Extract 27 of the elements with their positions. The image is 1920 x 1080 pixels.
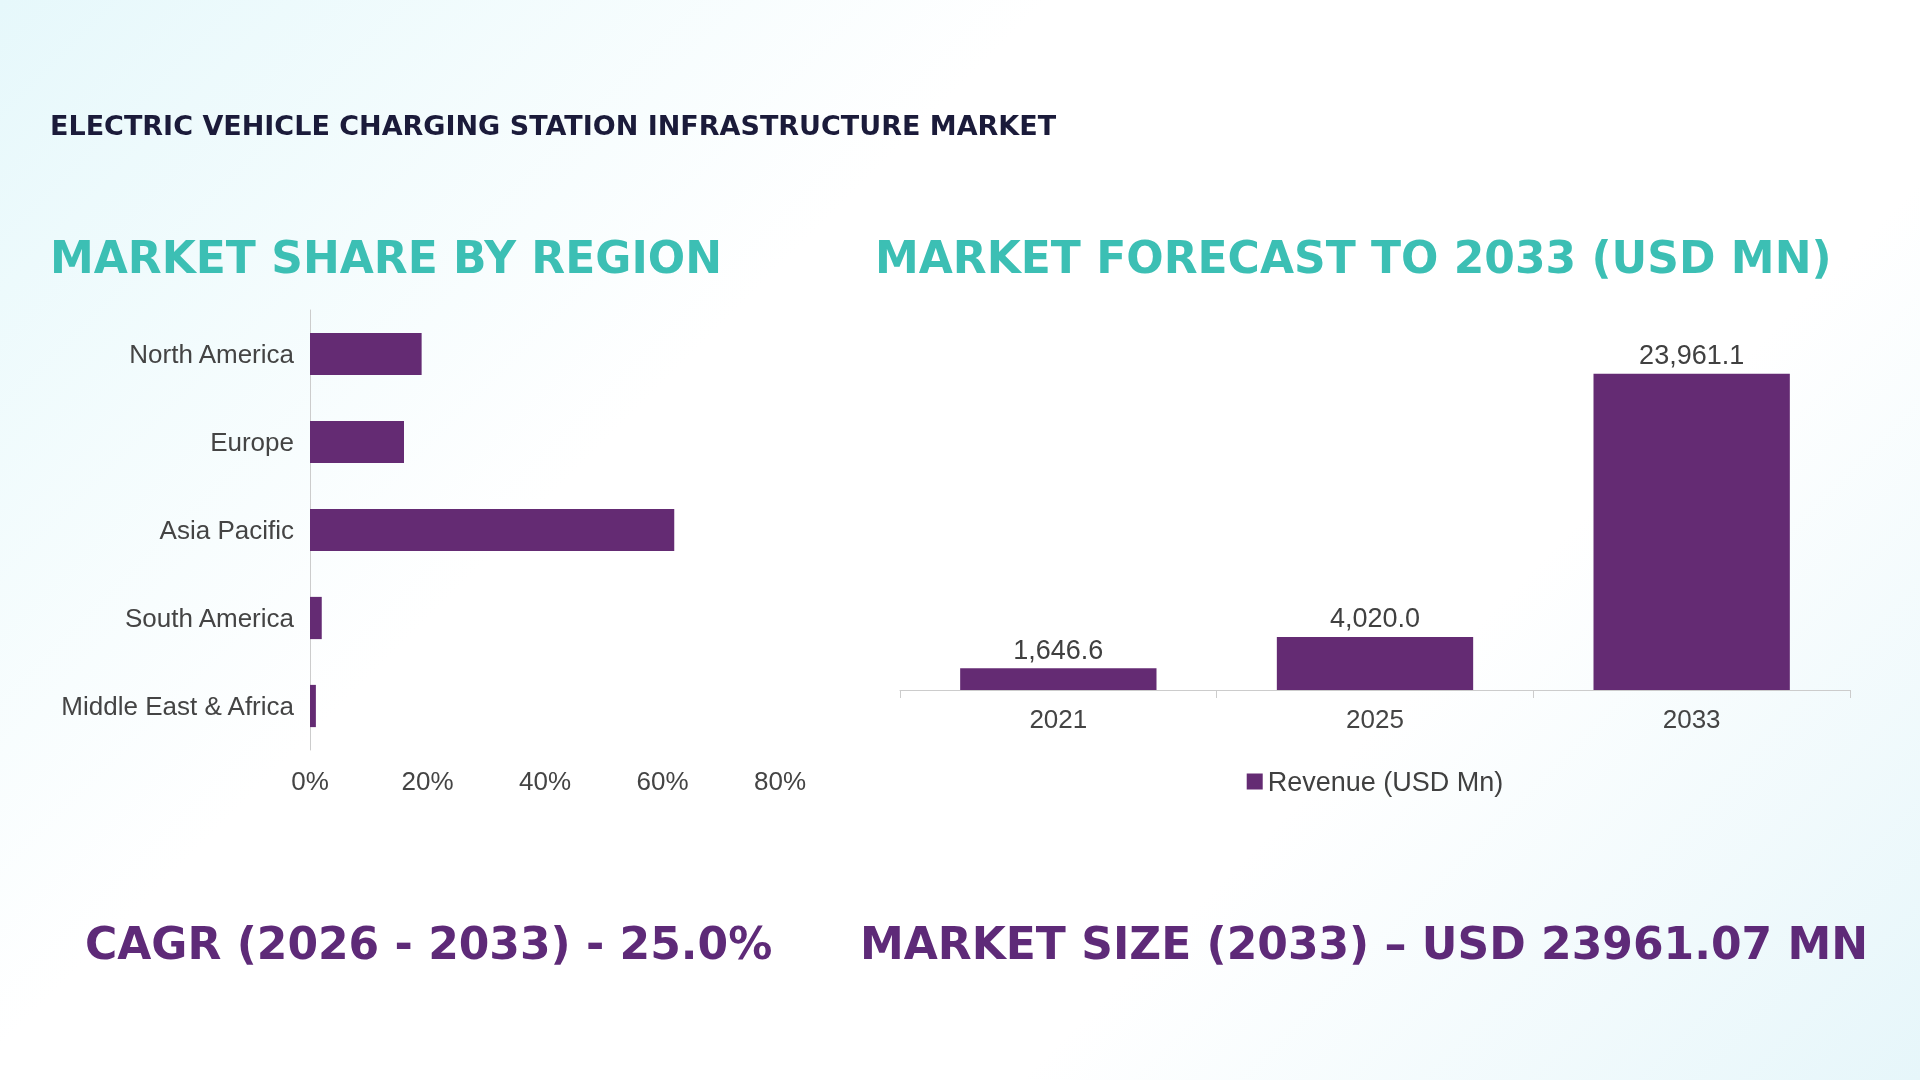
chart-title: MARKET FORECAST TO 2033 (USD MN) (875, 232, 1832, 283)
x-tick-label: 2021 (1029, 704, 1088, 734)
x-tick-label: 2025 (1346, 704, 1404, 734)
bar (310, 420, 404, 464)
x-tick-label: 80% (753, 766, 807, 796)
x-tick-label: 60% (636, 766, 689, 796)
y-tick-label: South America (124, 603, 295, 633)
y-tick-label: North America (129, 339, 295, 369)
bar (310, 332, 422, 376)
chart-subtitle: MARKET SHARE BY REGION (50, 232, 722, 283)
data-label: 4,020.0 (1329, 603, 1421, 634)
x-tick-label: 0% (291, 766, 329, 796)
data-label: 1,646.6 (1013, 634, 1104, 665)
text: CAGR (2026 - 2033) - 25.0% (85, 918, 773, 969)
text: MARKET SIZE (2033) – USD 23961.07 MN (860, 918, 1869, 969)
bar (310, 684, 316, 728)
bar (310, 508, 675, 552)
legend-label: Revenue (USD Mn) (1267, 766, 1504, 797)
y-tick-label: Asia Pacific (159, 515, 294, 545)
x-tick-label: 2033 (1662, 704, 1721, 734)
chart-title: ELECTRIC VEHICLE CHARGING STATION INFRASTRUCTURE MARKET (50, 110, 1057, 141)
y-tick-label: Europe (210, 427, 294, 457)
x-tick-label: 40% (518, 766, 572, 796)
bar (310, 596, 322, 640)
data-label: 23,961.1 (1639, 340, 1745, 371)
y-tick-label: Middle East & Africa (61, 691, 295, 721)
x-tick-label: 20% (401, 766, 454, 796)
